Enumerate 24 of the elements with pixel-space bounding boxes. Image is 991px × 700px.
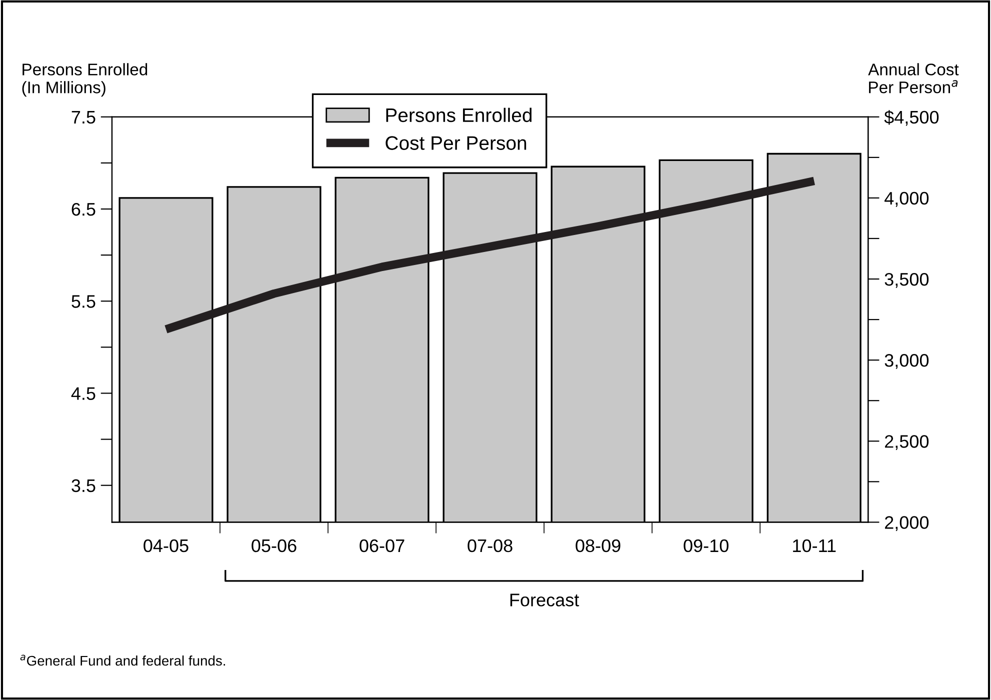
x-tick-label: 08-09 [576, 539, 620, 552]
legend-label: Persons Enrolled [386, 108, 532, 122]
x-tick-label: 06-07 [360, 539, 404, 552]
y-tick-label: 5.5 [72, 295, 96, 308]
y-tick-label: 7.5 [72, 111, 96, 124]
y2-tick-label: 2,500 [884, 435, 929, 450]
y-tick-label: 6.5 [72, 202, 96, 216]
text: Forecast [510, 594, 580, 606]
x-tick-label: 05-06 [252, 539, 296, 552]
x-tick-label: 10-11 [793, 539, 836, 552]
legend-label: Cost Per Person [386, 136, 526, 150]
y2-tick-label: 2,000 [884, 516, 929, 532]
x-tick-label: 09-10 [684, 539, 728, 552]
x-tick-label: 04-05 [144, 539, 188, 552]
y2-tick-label: 3,000 [884, 354, 929, 369]
y-axis-title: Persons Enrolled (In Millions) [22, 63, 148, 97]
x-tick-label: 07-08 [468, 539, 512, 552]
y2-tick-label: 4,000 [884, 192, 929, 207]
y2-tick-label: 3,500 [884, 272, 929, 288]
y-tick-label: 3.5 [72, 479, 96, 492]
text: $^{a}$General Fund and federal funds. [20, 654, 225, 666]
y2-tick-label: $4,500 [884, 110, 939, 126]
y-tick-label: 4.5 [71, 387, 96, 400]
y2-axis-title: Annual Cost Per Person$^{a}$ [868, 63, 959, 94]
